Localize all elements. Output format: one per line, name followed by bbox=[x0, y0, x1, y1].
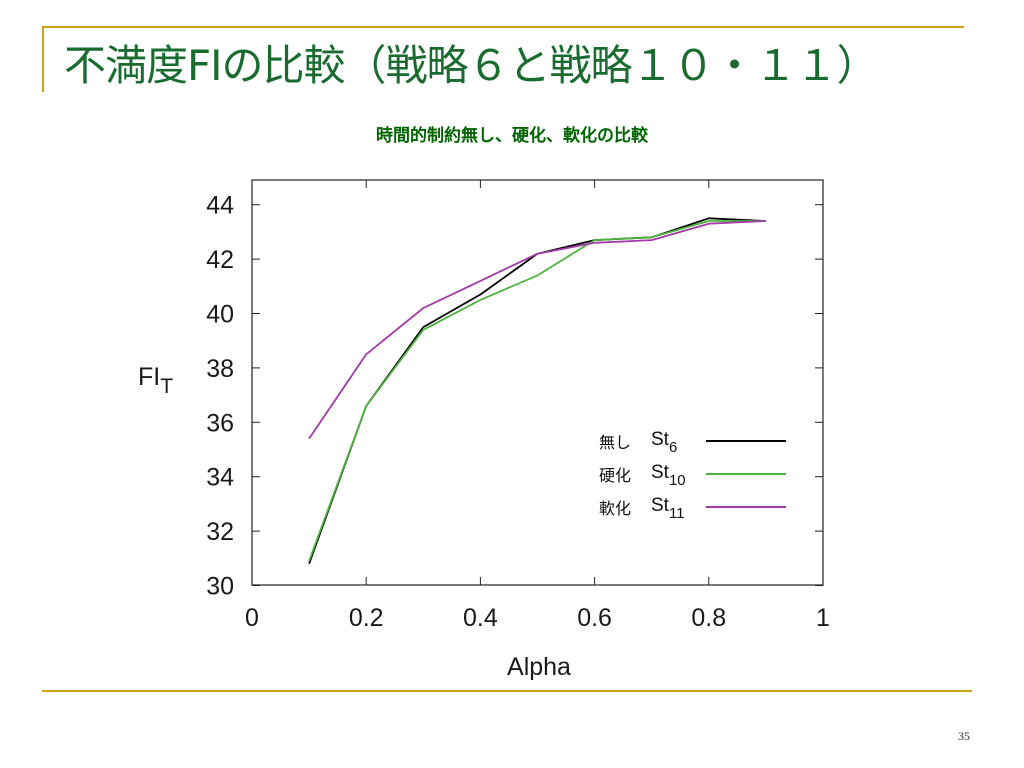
title-accent-bar bbox=[42, 26, 44, 92]
page-number: 35 bbox=[958, 729, 970, 743]
y-tick-label: 44 bbox=[206, 192, 234, 220]
legend-entry-st10: 硬化 St10 bbox=[599, 462, 786, 489]
x-tick-label: 0.8 bbox=[691, 604, 726, 632]
legend-series-label: St6 bbox=[651, 429, 677, 456]
legend-name: 硬化 bbox=[599, 466, 631, 485]
legend-series-label: St11 bbox=[651, 495, 685, 522]
footer-rule bbox=[42, 690, 972, 692]
title-top-rule bbox=[42, 26, 964, 28]
x-tick-label: 0.6 bbox=[577, 604, 612, 632]
x-tick-label: 1 bbox=[816, 604, 830, 632]
x-tick-label: 0 bbox=[245, 604, 259, 632]
x-axis-label: Alpha bbox=[507, 653, 571, 681]
series-line-st11 bbox=[308, 220, 766, 440]
legend-name: 軟化 bbox=[599, 499, 631, 518]
x-tick-label: 0.2 bbox=[349, 604, 384, 632]
legend-entry-st6: 無し St6 bbox=[599, 429, 786, 456]
y-tick-label: 36 bbox=[206, 409, 234, 437]
y-tick-label: 30 bbox=[206, 573, 234, 601]
y-tick-label: 34 bbox=[206, 464, 234, 492]
slide-title: 不満度FIの比較（戦略６と戦略１０・１１） bbox=[64, 41, 879, 90]
y-tick-label: 38 bbox=[206, 355, 234, 383]
y-tick-label: 42 bbox=[206, 246, 234, 274]
series-line-st10 bbox=[308, 220, 766, 562]
x-tick-label: 0.4 bbox=[463, 604, 498, 632]
y-tick-label: 40 bbox=[206, 301, 234, 329]
y-tick-label: 32 bbox=[206, 518, 234, 546]
chart-title: 時間的制約無し、硬化、軟化の比較 bbox=[376, 126, 648, 146]
y-axis-label: FIT bbox=[138, 363, 173, 398]
legend-series-label: St10 bbox=[651, 462, 686, 489]
legend-entry-st11: 軟化 St11 bbox=[599, 495, 786, 522]
plot-frame bbox=[251, 179, 824, 586]
legend-name: 無し bbox=[599, 433, 631, 452]
